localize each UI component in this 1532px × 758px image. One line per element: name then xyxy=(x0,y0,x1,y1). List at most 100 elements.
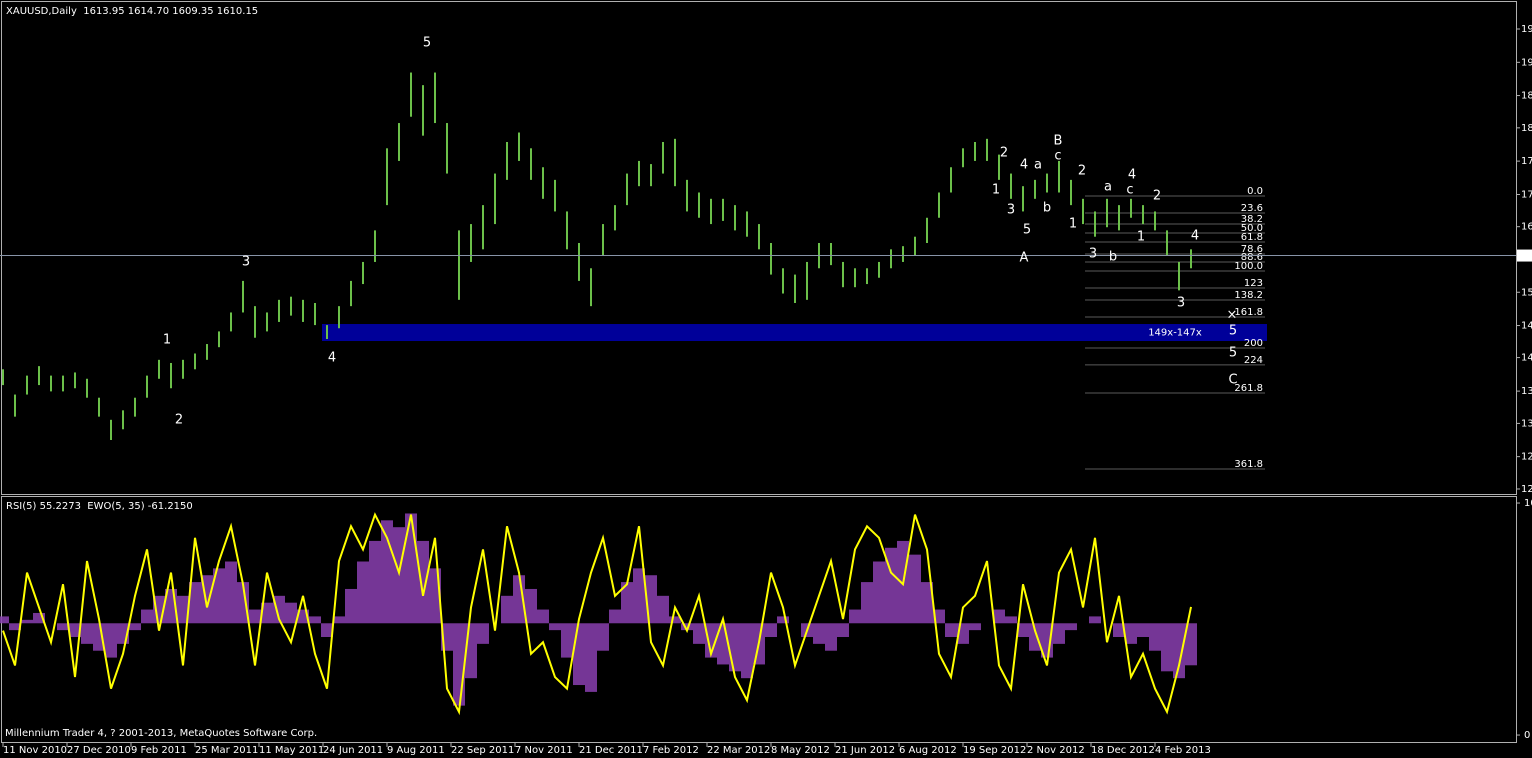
ewo-bar xyxy=(237,582,249,624)
ewo-bar xyxy=(1053,623,1065,644)
fib-label: 50.0 xyxy=(1241,223,1263,234)
ewo-bar xyxy=(321,623,333,637)
x-tick-label: 6 Aug 2012 xyxy=(899,745,957,756)
wave-label: 1 xyxy=(1069,217,1077,232)
ewo-bar xyxy=(765,623,777,637)
ewo-bar xyxy=(585,623,597,692)
ewo-bar xyxy=(357,561,369,624)
ewo-bar xyxy=(285,602,297,624)
x-tick-label: 19 Sep 2012 xyxy=(963,745,1026,756)
x-tick-label: 22 Sep 2011 xyxy=(451,745,514,756)
ewo-bar xyxy=(225,561,237,624)
ewo-bar xyxy=(921,582,933,624)
ewo-bar xyxy=(177,595,189,624)
wave-label: b xyxy=(1043,201,1051,216)
zone-label: 149x-147x xyxy=(1148,328,1202,339)
ewo-bar xyxy=(549,623,561,631)
ewo-bar xyxy=(33,612,45,624)
ewo-bar xyxy=(777,616,789,624)
wave-label: 4 xyxy=(328,350,336,365)
ewo-bar xyxy=(1113,623,1125,637)
ewo-bar xyxy=(669,616,681,624)
x-tick-label: 4 Feb 2013 xyxy=(1155,745,1211,756)
fib-label: 23.6 xyxy=(1241,203,1263,214)
ewo-bar xyxy=(309,616,321,624)
y-tick-label: 1395.45 xyxy=(1521,386,1532,397)
ewo-bar xyxy=(873,561,885,624)
x-tick-label: 11 Nov 2010 xyxy=(3,745,67,756)
wave-label: 4 xyxy=(1020,157,1028,172)
wave-label: B xyxy=(1054,133,1063,148)
wave-label: 3 xyxy=(1177,295,1185,310)
ewo-bar xyxy=(477,623,489,644)
ewo-bar xyxy=(969,623,981,631)
ewo-bar xyxy=(1185,623,1197,666)
ewo-bar xyxy=(561,623,573,658)
price-zone xyxy=(322,324,1267,342)
ewo-bar xyxy=(81,623,93,644)
ewo-bar xyxy=(69,623,81,637)
ewo-bar xyxy=(909,554,921,624)
x-tick-label: 7 Feb 2012 xyxy=(643,745,699,756)
x-tick-label: 24 Jun 2011 xyxy=(323,745,383,756)
ewo-bar xyxy=(657,595,669,624)
x-tick-label: 21 Jun 2012 xyxy=(835,745,895,756)
ewo-bar xyxy=(1137,623,1149,637)
ewo-bar xyxy=(273,595,285,624)
copyright-note: Millennium Trader 4, ? 2001-2013, MetaQu… xyxy=(5,728,317,739)
y-tick-label: 1812.40 xyxy=(1521,123,1532,134)
wave-label: 2 xyxy=(175,412,183,427)
fib-label: 261.8 xyxy=(1234,383,1263,394)
ewo-bar xyxy=(93,623,105,651)
ewo-bar xyxy=(333,616,345,624)
ewo-bar xyxy=(573,623,585,686)
ewo-bar xyxy=(1089,616,1101,624)
ewo-bar xyxy=(1173,623,1185,679)
y-tick-label: 100 xyxy=(1524,498,1532,509)
fib-label: 361.8 xyxy=(1234,459,1263,470)
main-panel-frame xyxy=(1,1,1517,495)
ewo-bar xyxy=(0,616,9,624)
x-tick-label: 8 May 2012 xyxy=(771,745,830,756)
ewo-bar xyxy=(213,568,225,624)
y-tick-label: 1916.15 xyxy=(1521,57,1532,68)
ewo-bar xyxy=(189,582,201,624)
wave-label: × xyxy=(1227,307,1238,322)
ewo-bar xyxy=(609,609,621,624)
wave-label: 2 xyxy=(1000,145,1008,160)
chart-title: XAUUSD,Daily 1613.95 1614.70 1609.35 161… xyxy=(6,6,258,17)
rsi-line xyxy=(2,512,1192,716)
wave-label: 2 xyxy=(1078,164,1086,179)
ewo-bar xyxy=(693,623,705,644)
ewo-bar xyxy=(681,623,693,631)
wave-label: 5 xyxy=(1229,346,1237,361)
ewo-bar xyxy=(1017,623,1029,637)
x-tick-label: 22 Mar 2012 xyxy=(707,745,770,756)
ewo-bar xyxy=(597,623,609,651)
ewo-bar xyxy=(369,540,381,624)
fib-label: 123 xyxy=(1244,278,1263,289)
fib-label: 224 xyxy=(1244,355,1263,366)
ewo-bar xyxy=(9,623,21,631)
wave-label: 3 xyxy=(1007,202,1015,217)
wave-label: a xyxy=(1034,157,1042,172)
wave-label: 3 xyxy=(1089,246,1097,261)
y-tick-label: 1968.95 xyxy=(1521,24,1532,35)
fib-label: 100.0 xyxy=(1234,261,1263,272)
ewo-bar xyxy=(501,595,513,624)
indicator-title: RSI(5) 55.2273 EWO(5, 35) -61.2150 xyxy=(6,501,193,512)
ewo-bar xyxy=(525,588,537,624)
ewo-bar xyxy=(141,609,153,624)
main-panel: 1968.95 1916.15 1863.55 1812.40 1759.70 1706.… xyxy=(0,24,1532,495)
wave-label: 5 xyxy=(423,35,431,50)
ewo-bar xyxy=(993,609,1005,624)
x-tick-label: 27 Dec 2010 xyxy=(67,745,131,756)
ewo-bar xyxy=(837,623,849,637)
fib-label: 78.6 xyxy=(1241,244,1263,255)
wave-label: A xyxy=(1020,250,1029,265)
y-tick-label: 1499.30 xyxy=(1521,321,1532,332)
ewo-bar xyxy=(417,540,429,624)
